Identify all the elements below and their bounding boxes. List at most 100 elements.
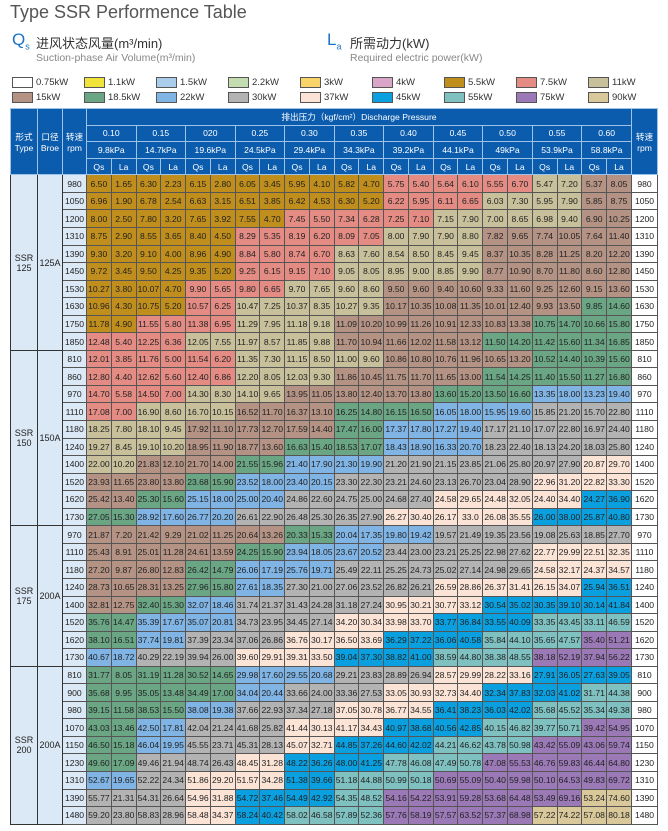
qs-cell: 36.76	[284, 630, 310, 650]
la-cell: 59.74	[606, 735, 632, 755]
qs-cell: 10.86	[383, 349, 409, 369]
qs-cell: 47.08	[482, 753, 509, 772]
header-row: 形式 Type 口径 Broe 转速 rpm 排出压力（kgf/cm²）Dischar…	[10, 107, 658, 176]
qs-cell: 8.96	[185, 244, 211, 264]
legend-item: 5.5kW	[444, 77, 516, 88]
la-cell: 14.20	[507, 332, 533, 351]
header-la: La	[110, 157, 137, 176]
la-cell: 12.10	[160, 455, 187, 474]
qs-cell: 50.69	[432, 770, 459, 790]
header-kpa: 14.7kPa	[135, 141, 187, 159]
qs-cell: 26.82	[383, 577, 409, 597]
header-pressure: 0.60	[581, 124, 632, 143]
header-qs: Qs	[234, 157, 261, 176]
qs-cell: 10.96	[86, 297, 112, 316]
qs-cell: 39.94	[185, 648, 211, 667]
model-bore: 200A	[37, 525, 63, 667]
qs-cell: 11.18	[284, 314, 310, 334]
qs-cell: 6.78	[135, 191, 162, 211]
qs-cell: 19.80	[383, 525, 409, 544]
la-cell: 6.95	[209, 314, 236, 334]
qs-cell: 8.75	[86, 227, 112, 246]
header-qs: Qs	[284, 157, 310, 176]
qs-cell: 43.03	[86, 718, 112, 737]
la-cell: 18.00	[556, 384, 583, 404]
la-cell: 26.94	[407, 665, 434, 685]
qs-cell: 8.45	[432, 244, 459, 264]
qs-cell: 6.22	[383, 191, 409, 211]
qs-cell: 22.51	[581, 542, 608, 562]
la-cell: 44.88	[358, 770, 385, 790]
qs-cell: 9.50	[383, 279, 409, 299]
qs-cell: 35.05	[135, 683, 162, 702]
la-cell: 13.25	[160, 577, 187, 597]
qs-cell: 57.22	[531, 806, 558, 825]
rpm-cell-right: 1240	[631, 437, 658, 457]
la-cell: 14.65	[209, 665, 236, 685]
legend-label: 37kW	[324, 92, 349, 103]
qs-cell: 34.20	[333, 613, 360, 632]
table-row: 1480 59.20 23.80 58.83 28.96 58.48 34.37 58.24 4…	[11, 806, 658, 825]
qs-cell: 10.01	[482, 297, 509, 316]
la-cell: 21.31	[110, 788, 137, 808]
qs-cell: 15.95	[482, 402, 509, 422]
la-cell: 22.80	[556, 420, 583, 439]
la-cell: 7.00	[160, 384, 187, 404]
qs-cell: 11.78	[86, 314, 112, 334]
qs-cell: 33.36	[333, 683, 360, 702]
la-cell: 12.75	[110, 595, 137, 615]
qs-cell: 9.90	[185, 279, 211, 299]
qs-cell: 39.31	[284, 648, 310, 667]
legend-swatch	[444, 77, 465, 88]
la-cell: 25.82	[259, 718, 286, 737]
la-cell: 30.40	[407, 507, 434, 527]
la-cell: 4.40	[110, 367, 137, 386]
rpm-cell-right: 980	[631, 174, 658, 193]
la-cell: 37.30	[358, 648, 385, 667]
qs-cell: 12.03	[284, 367, 310, 386]
header-qs: Qs	[383, 157, 409, 176]
qs-cell: 5.95	[284, 174, 310, 193]
la-cell: 50.78	[457, 753, 484, 772]
la-cell: 21.10	[507, 420, 533, 439]
la-cell: 23.83	[358, 665, 385, 685]
la-cell: 8.05	[606, 174, 632, 193]
qs-cell: 11.58	[432, 332, 459, 351]
la-cell: 16.51	[110, 630, 137, 650]
la-cell: 50.18	[407, 770, 434, 790]
la-cell: 20.70	[457, 437, 484, 457]
la-cell: 29.70	[606, 455, 632, 474]
qs-cell: 54.31	[135, 788, 162, 808]
la-cell: 3.92	[209, 209, 236, 229]
la-cell: 36.51	[606, 577, 632, 597]
la-cell: 25.30	[308, 507, 335, 527]
rpm-cell-right: 1450	[631, 262, 658, 281]
la-cell: 11.96	[457, 349, 484, 369]
qs-cell: 43.78	[482, 735, 509, 755]
la-cell: 11.28	[160, 542, 187, 562]
qs-cell: 5.85	[581, 191, 608, 211]
la-cell: 14.47	[110, 613, 137, 632]
rpm-cell-right: 1070	[631, 718, 658, 737]
la-cell: 9.29	[160, 525, 187, 544]
la-cell: 15.18	[110, 735, 137, 755]
table-row: 1530 10.27 3.80 10.07 4.70 9.90 5.65 9.80 6.65 9.…	[11, 279, 658, 299]
qs-cell: 46.44	[581, 753, 608, 772]
qs-cell: 11.76	[135, 349, 162, 369]
la-cell: 38.23	[457, 700, 484, 720]
header-pressure: 0.40	[383, 124, 434, 143]
la-cell: 19.71	[308, 560, 335, 579]
la-cell: 9.45	[457, 244, 484, 264]
qs-cell: 11.85	[284, 332, 310, 351]
la-cell: 27.24	[358, 595, 385, 615]
la-cell: 27.14	[308, 613, 335, 632]
legend-swatch	[300, 92, 321, 103]
la-cell: 12.70	[259, 420, 286, 439]
qs-cell: 29.21	[333, 665, 360, 685]
qs-cell: 39.42	[581, 718, 608, 737]
qs-cell: 26.35	[333, 507, 360, 527]
rpm-cell: 1200	[62, 209, 87, 229]
qs-cell: 16.63	[284, 437, 310, 457]
qs-cell: 8.20	[581, 244, 608, 264]
qs-cell: 35.39	[135, 613, 162, 632]
